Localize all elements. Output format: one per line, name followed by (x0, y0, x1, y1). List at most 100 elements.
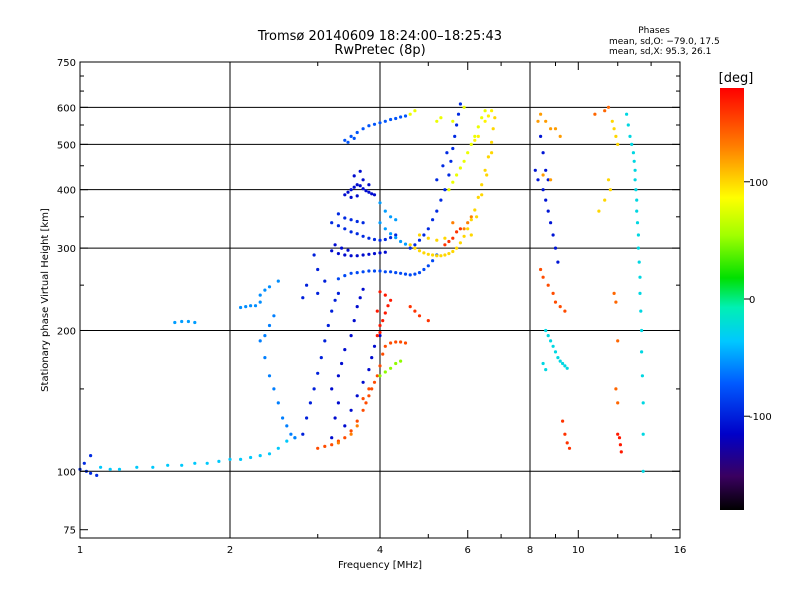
data-point (394, 271, 398, 275)
data-point (367, 124, 371, 128)
data-point (453, 134, 457, 138)
data-point (469, 215, 473, 219)
y-axis-label: Stationary phase Virtual Height [km] (40, 208, 51, 392)
data-point (399, 359, 403, 363)
data-point (451, 249, 455, 254)
data-point (378, 290, 382, 294)
data-point (616, 401, 620, 405)
data-point (336, 252, 340, 256)
data-point (346, 140, 350, 144)
data-point (399, 271, 403, 275)
data-point (544, 328, 548, 333)
data-point (367, 269, 371, 273)
data-point (336, 441, 340, 445)
data-point (431, 259, 435, 263)
data-point (565, 441, 569, 445)
data-point (439, 116, 443, 120)
data-point (417, 238, 422, 242)
data-point (389, 341, 393, 345)
data-point (343, 348, 347, 352)
data-point (614, 300, 618, 304)
data-point (435, 238, 439, 242)
data-point (558, 134, 562, 138)
data-point (272, 314, 276, 318)
data-point (635, 221, 640, 225)
data-point (539, 267, 543, 272)
data-point (614, 134, 618, 138)
data-point (217, 459, 221, 463)
data-point (435, 119, 439, 123)
y-tick-label: 300 (57, 244, 76, 255)
data-point (323, 444, 327, 448)
data-point (403, 272, 408, 276)
data-point (316, 446, 320, 450)
data-point (253, 304, 258, 308)
data-point (355, 419, 359, 423)
data-point (355, 305, 359, 309)
data-point (361, 397, 365, 401)
data-point (378, 364, 382, 368)
data-point (617, 436, 622, 440)
data-point (305, 416, 309, 420)
data-point (267, 285, 272, 289)
data-point (99, 465, 103, 469)
data-point (635, 198, 639, 202)
data-point (593, 112, 597, 116)
data-point (558, 305, 562, 309)
data-point (355, 219, 359, 224)
data-point (612, 127, 616, 131)
data-point (394, 233, 398, 237)
data-point (336, 374, 340, 378)
data-point (378, 121, 382, 125)
data-point (426, 227, 430, 231)
data-point (638, 291, 642, 295)
data-point (606, 178, 611, 182)
data-point (483, 109, 487, 113)
data-point (343, 227, 347, 231)
data-point (370, 356, 374, 360)
data-point (618, 443, 623, 447)
data-point (378, 201, 382, 205)
data-point (301, 432, 305, 436)
data-point (89, 454, 93, 458)
data-point (466, 151, 470, 155)
data-point (312, 253, 316, 257)
data-point (439, 198, 443, 202)
data-point (451, 236, 455, 240)
data-point (378, 251, 382, 255)
data-point (352, 174, 356, 178)
data-point (632, 159, 636, 163)
data-point (330, 436, 334, 440)
data-point (449, 159, 453, 163)
data-point (633, 178, 637, 182)
data-point (349, 188, 353, 192)
data-point (426, 236, 430, 240)
data-point (480, 193, 484, 197)
data-point (383, 311, 387, 315)
data-point (476, 125, 480, 129)
data-point (544, 168, 548, 172)
data-point (95, 473, 99, 477)
x-tick-label: 10 (572, 545, 585, 556)
data-point (346, 248, 350, 252)
data-point (556, 260, 560, 264)
data-point (473, 208, 477, 212)
grid-lines (80, 62, 680, 538)
y-tick-label: 100 (57, 467, 76, 478)
y-tick-label: 750 (57, 58, 76, 69)
x-tick-label: 6 (465, 545, 471, 556)
data-point (82, 461, 86, 465)
data-point (553, 127, 558, 131)
data-point (469, 233, 473, 237)
data-point (358, 184, 362, 188)
data-point (445, 151, 449, 155)
data-point (340, 361, 344, 366)
data-point (263, 356, 267, 360)
data-point (443, 236, 447, 240)
x-tick-label: 16 (674, 545, 687, 556)
data-point (355, 194, 359, 198)
data-point (483, 168, 487, 172)
x-tick-label: 8 (527, 545, 533, 556)
data-point (413, 246, 417, 250)
